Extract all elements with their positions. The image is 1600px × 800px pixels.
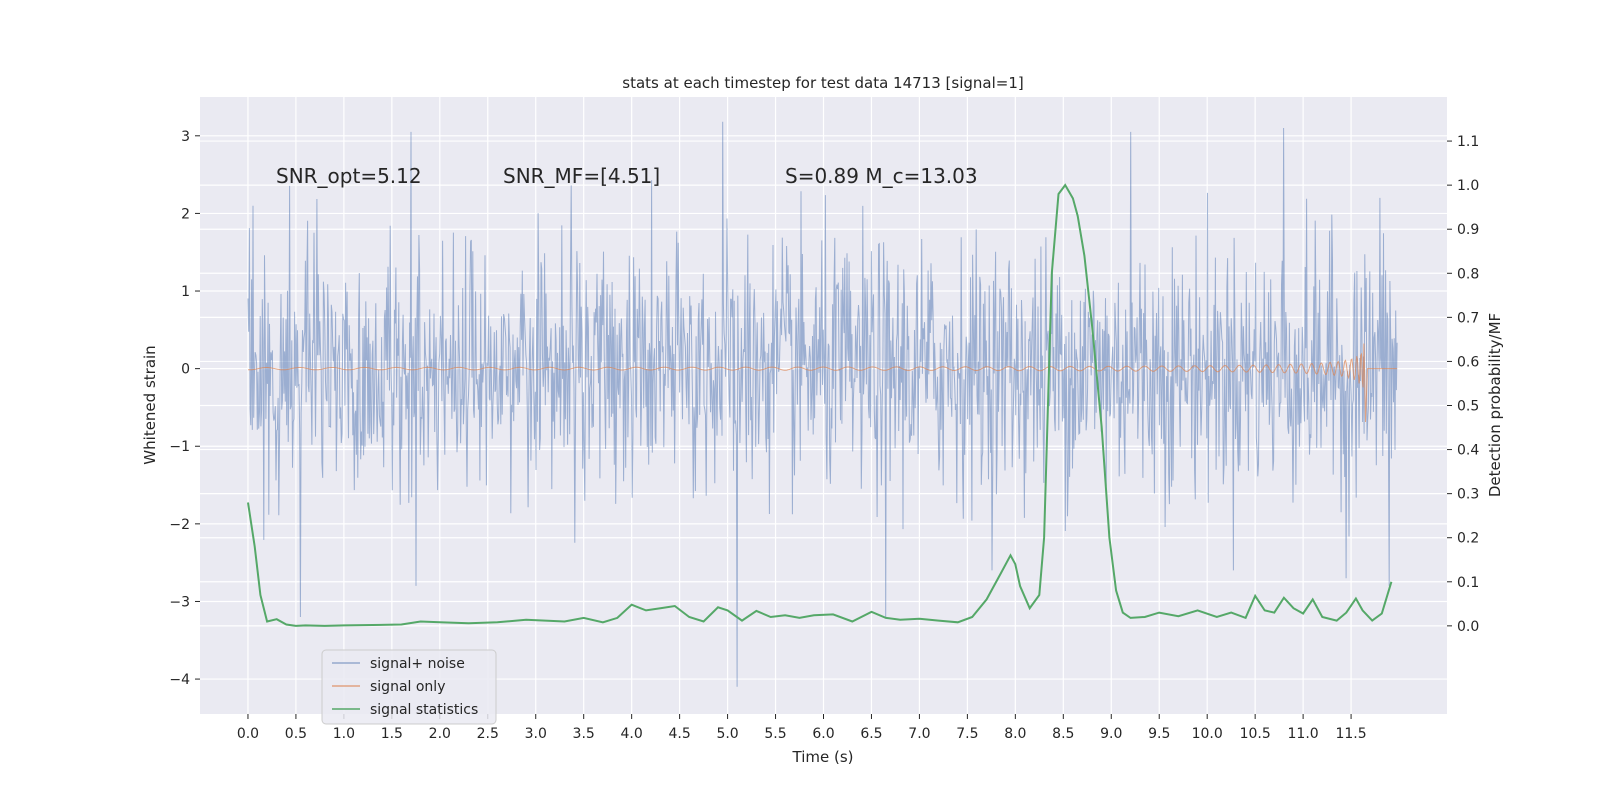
x-tick-label: 1.5	[381, 726, 403, 742]
x-tick-label: 10.5	[1240, 726, 1271, 742]
y-left-tick-label: 1	[181, 284, 190, 300]
y-right-tick-label: 1.1	[1457, 134, 1479, 150]
x-tick-label: 7.0	[908, 726, 930, 742]
y-left-tick-label: 2	[181, 206, 190, 222]
legend-label-signal-only: signal only	[370, 679, 445, 695]
y-left-tick-label: 3	[181, 129, 190, 145]
series-signal-noise-line	[247, 121, 1398, 687]
axes: 0.0 0.5 1.0 1.5 2.0 2.5 3.0 3.5 4.0 4.5 5.0 5.5 6.0 6…	[169, 129, 1479, 742]
legend-label-signal-noise: signal+ noise	[370, 656, 465, 672]
y-right-tick-label: 0.3	[1457, 487, 1479, 503]
x-tick-label: 6.0	[812, 726, 834, 742]
y-right-tick-label: 0.2	[1457, 531, 1479, 547]
series-signal-only-line	[248, 343, 1398, 423]
x-tick-label: 11.0	[1288, 726, 1319, 742]
annotation-snr-opt: SNR_opt=5.12	[276, 164, 422, 188]
y-left-tick-label: −1	[169, 439, 190, 455]
y-right-tick-label: 0.7	[1457, 310, 1479, 326]
y-right-tick-label: 0.9	[1457, 222, 1479, 238]
y-right-axis-title: Detection probability/MF	[1486, 313, 1504, 497]
x-tick-label: 11.5	[1335, 726, 1366, 742]
chart-title: stats at each timestep for test data 147…	[622, 74, 1023, 92]
y-left-axis-title: Whitened strain	[141, 345, 159, 464]
series-signal-statistics-line	[247, 183, 1393, 627]
x-tick-label: 0.5	[285, 726, 307, 742]
x-tick-label: 3.0	[525, 726, 547, 742]
x-tick-label: 5.5	[764, 726, 786, 742]
x-tick-label: 3.5	[573, 726, 595, 742]
y-left-tick-label: 0	[181, 362, 190, 378]
x-tick-label: 9.0	[1100, 726, 1122, 742]
y-left-tick-label: −2	[169, 517, 190, 533]
x-axis-title: Time (s)	[792, 748, 854, 766]
x-tick-label: 0.0	[237, 726, 259, 742]
x-tick-label: 4.0	[621, 726, 643, 742]
x-tick-label: 1.0	[333, 726, 355, 742]
annotations: SNR_opt=5.12 SNR_MF=[4.51] S=0.89 M_c=13…	[276, 164, 978, 188]
annotation-s-mc: S=0.89 M_c=13.03	[785, 164, 978, 188]
x-tick-label: 8.0	[1004, 726, 1026, 742]
y-right-tick-label: 0.6	[1457, 354, 1479, 370]
y-left-tick-label: −4	[169, 672, 190, 688]
legend-label-signal-statistics: signal statistics	[370, 702, 478, 718]
y-right-tick-label: 1.0	[1457, 178, 1479, 194]
y-right-tick-label: 0.1	[1457, 575, 1479, 591]
x-tick-label: 10.0	[1192, 726, 1223, 742]
y-right-tick-label: 0.5	[1457, 399, 1479, 415]
x-tick-label: 2.0	[429, 726, 451, 742]
x-tick-label: 9.5	[1148, 726, 1170, 742]
y-right-tick-label: 0.8	[1457, 266, 1479, 282]
x-tick-label: 5.0	[716, 726, 738, 742]
y-right-tick-label: 0.4	[1457, 443, 1479, 459]
legend: signal+ noise signal only signal statist…	[321, 649, 497, 725]
annotation-snr-mf: SNR_MF=[4.51]	[503, 164, 660, 188]
x-tick-label: 6.5	[860, 726, 882, 742]
series-layer	[247, 121, 1398, 687]
x-tick-label: 7.5	[956, 726, 978, 742]
legend-box	[321, 649, 497, 725]
y-left-tick-label: −3	[169, 594, 190, 610]
x-tick-label: 2.5	[477, 726, 499, 742]
x-tick-label: 8.5	[1052, 726, 1074, 742]
x-tick-label: 4.5	[668, 726, 690, 742]
y-right-tick-label: 0.0	[1457, 619, 1479, 635]
